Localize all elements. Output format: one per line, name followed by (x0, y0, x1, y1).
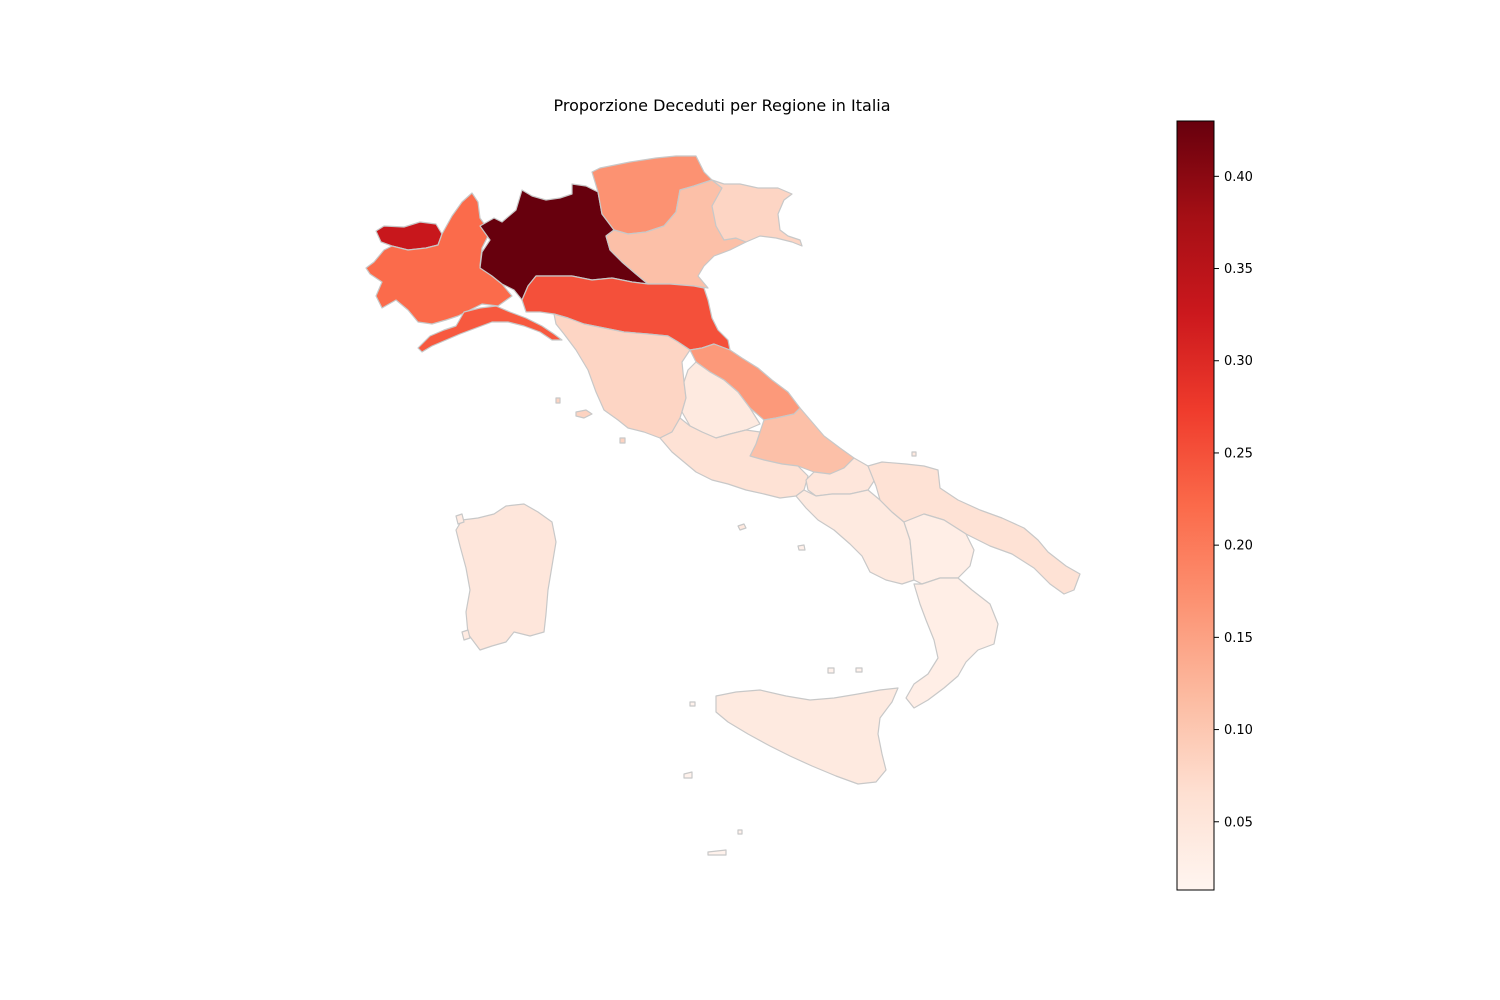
region-calabria[interactable] (905, 577, 999, 709)
colorbar-tick-label: 0.20 (1224, 539, 1253, 554)
island-ischia (797, 544, 806, 551)
colorbar-tick-label: 0.40 (1224, 170, 1253, 185)
chart-title: Proporzione Deceduti per Regione in Ital… (553, 96, 890, 115)
island-lampedusa (707, 849, 727, 856)
island-capraia (555, 397, 561, 404)
island-egadi (689, 701, 696, 707)
colorbar-tick-label: 0.30 (1224, 354, 1253, 369)
colorbar-tick-label: 0.35 (1224, 262, 1253, 277)
island-linosa (737, 829, 743, 835)
island-ponza (737, 523, 747, 531)
italy-regions (365, 155, 1081, 785)
island-elba (575, 409, 593, 419)
colorbar-gradient (1176, 120, 1215, 891)
colorbar-tick-label: 0.05 (1224, 815, 1253, 830)
region-sardegna[interactable] (455, 503, 557, 651)
island-sant-antioco (461, 629, 471, 641)
island-stromboli (855, 667, 863, 673)
colorbar-ticks: 0.05 0.10 0.15 0.20 0.25 0.30 0.35 0.40 (1214, 170, 1253, 830)
colorbar-tick-label: 0.10 (1224, 723, 1253, 738)
island-lipari (827, 667, 835, 674)
region-liguria[interactable] (417, 305, 563, 353)
island-asinara (455, 513, 465, 525)
region-friuli-venezia-giulia[interactable] (711, 179, 803, 247)
region-piemonte[interactable] (365, 192, 513, 325)
region-sicilia[interactable] (715, 687, 899, 785)
region-lazio[interactable] (659, 417, 809, 499)
island-pantelleria (683, 771, 693, 779)
island-tremiti (911, 451, 917, 457)
islands (455, 397, 917, 856)
island-giglio (619, 437, 626, 444)
colorbar: 0.05 0.10 0.15 0.20 0.25 0.30 0.35 0.40 (1176, 120, 1253, 891)
colorbar-tick-label: 0.15 (1224, 631, 1253, 646)
region-valle-d-aosta[interactable] (375, 221, 443, 251)
colorbar-tick-label: 0.25 (1224, 446, 1253, 461)
